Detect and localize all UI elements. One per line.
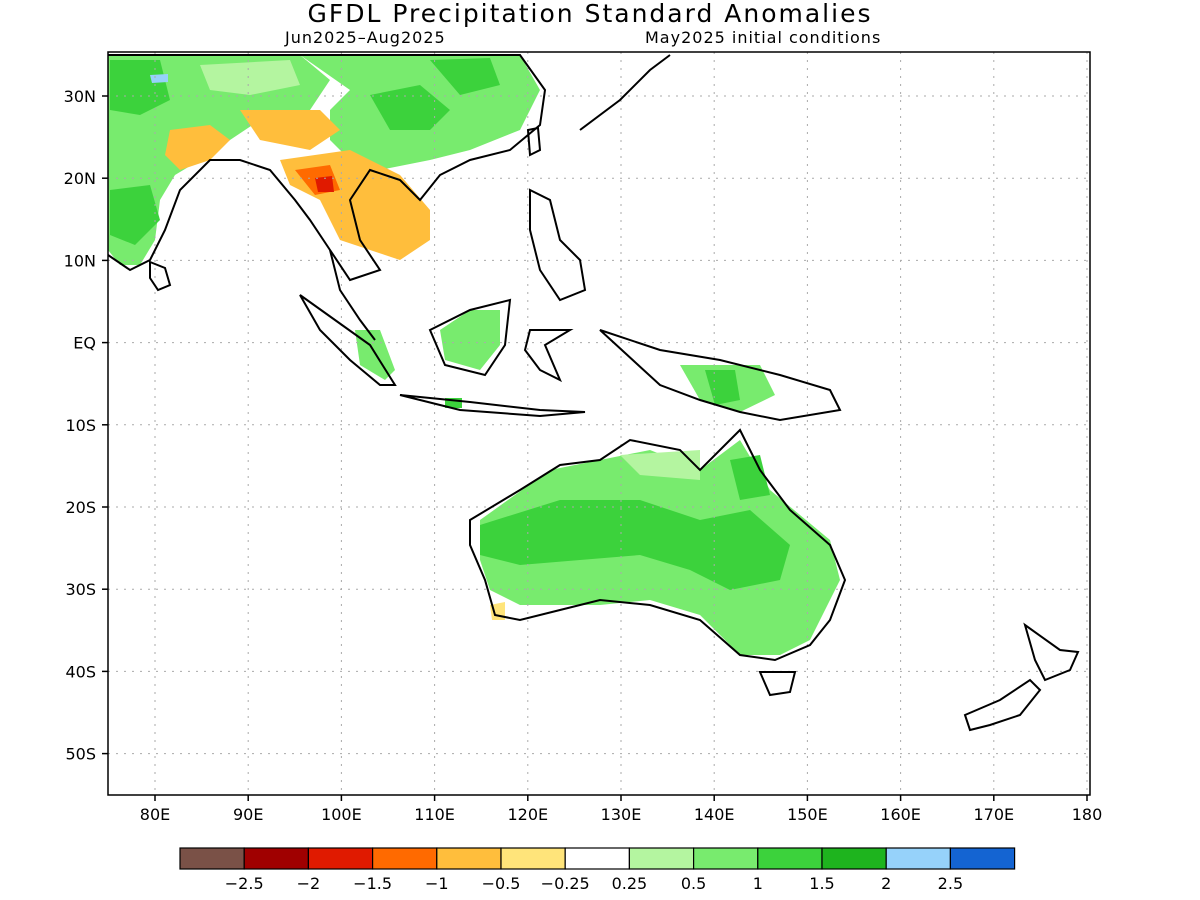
coastline-tasmania xyxy=(758,671,797,697)
coastline-new-zealand-north xyxy=(1023,622,1080,682)
graticule xyxy=(108,52,1090,795)
lon-tick-label: 140E xyxy=(694,805,735,824)
lon-tick-label: 170E xyxy=(973,805,1014,824)
coastline-sulawesi xyxy=(523,329,574,383)
legend-swatch xyxy=(500,847,566,870)
legend-swatch xyxy=(436,847,502,870)
initial-conditions: May2025 initial conditions xyxy=(645,28,882,47)
legend-label: −1.5 xyxy=(353,874,392,893)
anomaly-region-bangladesh-dry xyxy=(240,110,340,150)
legend-swatch xyxy=(179,847,245,870)
coastline-sri-lanka xyxy=(149,260,172,292)
lon-tick-label: 160E xyxy=(880,805,921,824)
lat-tick-label: 30N xyxy=(64,87,96,106)
coastline-sumatra xyxy=(299,294,397,386)
forecast-period: Jun2025–Aug2025 xyxy=(285,28,446,47)
anomaly-region-india-strong-2 xyxy=(110,185,160,245)
coastlines xyxy=(108,54,1080,732)
legend-swatch xyxy=(564,847,631,870)
coastline-philippines xyxy=(529,188,587,302)
anomaly-region-myanmar-very-dry xyxy=(315,176,334,192)
anomaly-region-india xyxy=(108,55,330,265)
lat-tick-label: 20N xyxy=(64,169,96,188)
anomaly-region-borneo xyxy=(440,310,500,370)
anomaly-region-australia-wet-north xyxy=(730,455,770,500)
anomaly-region-nepal-dry xyxy=(165,125,230,170)
map-frame xyxy=(107,51,1091,796)
coastline-australia xyxy=(469,428,847,662)
anomaly-shading xyxy=(108,55,840,655)
legend-label: −2.5 xyxy=(225,874,264,893)
legend-swatch xyxy=(757,847,823,870)
legend-label: 0.5 xyxy=(681,874,706,893)
longitude-axis: 80E 90E 100E 110E 120E 130E 140E 150E 160E 170E 18… xyxy=(140,795,1103,824)
anomaly-region-tibet-blue xyxy=(150,74,168,83)
legend-swatch xyxy=(628,847,695,870)
lon-tick-label: 90E xyxy=(233,805,263,824)
lon-tick-label: 150E xyxy=(787,805,828,824)
anomaly-region-tibet-light xyxy=(200,60,300,95)
legend-swatch xyxy=(885,847,952,870)
legend-swatch xyxy=(949,847,1016,870)
map-title: GFDL Precipitation Standard Anomalies xyxy=(307,0,873,28)
lat-tick-label: 40S xyxy=(65,662,96,681)
legend-label: 2 xyxy=(881,874,891,893)
coastline-java xyxy=(399,394,586,418)
lon-tick-label: 80E xyxy=(140,805,170,824)
legend-label: 2.5 xyxy=(938,874,963,893)
lat-tick-label: EQ xyxy=(73,334,96,353)
lon-tick-label: 120E xyxy=(507,805,548,824)
lat-tick-label: 20S xyxy=(65,498,96,517)
legend-label: 1.5 xyxy=(809,874,834,893)
lat-tick-label: 10N xyxy=(64,251,96,270)
lon-tick-label: 180 xyxy=(1072,805,1103,824)
legend-swatch xyxy=(372,847,438,870)
lon-tick-label: 130E xyxy=(601,805,642,824)
lat-tick-label: 30S xyxy=(65,580,96,599)
coastline-new-guinea xyxy=(599,329,842,422)
anomaly-region-australia-coast-light xyxy=(620,450,700,480)
coastline-new-zealand-south xyxy=(963,678,1042,732)
legend-label: 0.25 xyxy=(612,874,648,893)
legend-swatch xyxy=(692,847,759,870)
legend-label: −0.5 xyxy=(482,874,521,893)
coastline-taiwan xyxy=(526,126,542,157)
legend-swatch xyxy=(243,847,309,870)
lon-tick-label: 100E xyxy=(321,805,362,824)
lat-tick-label: 50S xyxy=(65,745,96,764)
legend-swatch xyxy=(821,847,887,870)
legend-label: −1 xyxy=(425,874,449,893)
latitude-axis: 30N 20N 10N EQ 10S 20S 30S 40S 50S xyxy=(64,87,108,764)
anomaly-region-china-strong-2 xyxy=(430,58,500,95)
lat-tick-label: 10S xyxy=(65,416,96,435)
coastline-japan xyxy=(579,54,671,131)
legend-label: −2 xyxy=(297,874,321,893)
coastline-asia xyxy=(108,54,547,282)
coastline-borneo xyxy=(428,298,512,377)
legend-label: 1 xyxy=(753,874,763,893)
legend-label: −0.25 xyxy=(541,874,590,893)
anomaly-region-australia-strong xyxy=(480,500,790,590)
anomaly-region-indochina-dry xyxy=(280,150,430,260)
lon-tick-label: 110E xyxy=(414,805,455,824)
coastline-malay-peninsula xyxy=(329,249,376,341)
legend-swatch xyxy=(307,847,374,870)
color-legend: −2.5 −2 −1.5 −1 −0.5 −0.25 0.25 0.5 1 1.5 2 2.5 xyxy=(179,847,1016,893)
